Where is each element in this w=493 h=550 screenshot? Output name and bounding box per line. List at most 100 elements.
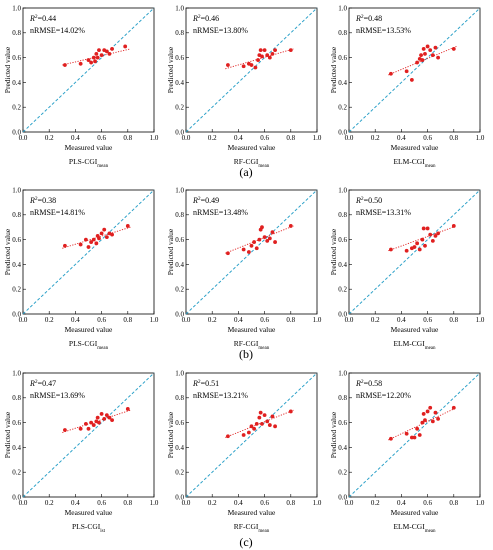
y-tick-label: 0.6 xyxy=(175,419,184,427)
data-point xyxy=(253,65,258,70)
panel-label-c: (c) xyxy=(239,535,252,549)
data-point xyxy=(404,431,409,436)
y-axis-label: Predicted value xyxy=(329,46,338,93)
x-tick-label: 0.4 xyxy=(397,499,406,507)
data-point xyxy=(258,48,263,53)
data-point xyxy=(425,44,430,49)
regression-line xyxy=(388,225,457,252)
data-point xyxy=(436,231,440,236)
data-point xyxy=(421,412,426,416)
y-tick-label: 0.2 xyxy=(12,104,21,112)
data-point xyxy=(249,243,254,248)
x-axis-label: Measured value xyxy=(391,143,439,152)
data-point xyxy=(404,248,409,253)
data-point xyxy=(417,433,422,437)
one-to-one-line xyxy=(22,372,155,498)
r2-annotation: R2=0.48 xyxy=(355,14,382,23)
x-tick-label: 0.2 xyxy=(371,316,380,324)
data-point xyxy=(288,224,293,228)
x-tick-label: 0.4 xyxy=(397,134,406,142)
x-tick-label: 0.8 xyxy=(123,499,132,507)
data-point xyxy=(288,409,293,414)
x-tick-label: 0.4 xyxy=(234,134,243,142)
x-tick-label: 1.0 xyxy=(476,499,485,507)
nrmse-annotation: nRMSE=13.69% xyxy=(30,391,85,400)
nrmse-annotation: nRMSE=13.48% xyxy=(193,208,248,217)
data-point xyxy=(226,63,230,67)
x-tick-label: 0.4 xyxy=(234,499,243,507)
y-tick-label: 0.8 xyxy=(338,29,347,37)
data-point xyxy=(102,416,107,421)
x-axis-label: Measured value xyxy=(228,325,276,334)
y-tick-label: 0.2 xyxy=(175,104,184,112)
data-point xyxy=(86,426,91,431)
y-tick-label: 1.0 xyxy=(338,186,347,194)
x-tick-label: 0.6 xyxy=(97,134,106,142)
y-axis-label: Predicted value xyxy=(3,46,12,93)
data-point xyxy=(257,237,262,242)
data-point xyxy=(95,55,100,60)
nrmse-annotation: nRMSE=13.53% xyxy=(356,26,411,35)
data-point xyxy=(125,224,130,228)
data-point xyxy=(99,53,104,58)
y-tick-label: 0.2 xyxy=(338,104,347,112)
x-tick-label: 0.2 xyxy=(45,499,54,507)
r2-annotation: R2=0.46 xyxy=(192,14,219,23)
x-axis-label: Measured value xyxy=(65,143,113,152)
data-point xyxy=(91,55,96,60)
data-point xyxy=(110,47,114,51)
panel-label-b: (b) xyxy=(239,347,253,361)
x-tick-label: 1.0 xyxy=(313,316,322,324)
x-axis-label: Measured value xyxy=(228,508,276,517)
y-tick-label: 0.0 xyxy=(12,493,21,501)
y-tick-label: 0.4 xyxy=(12,261,21,269)
x-tick-label: 0.8 xyxy=(449,499,458,507)
data-point xyxy=(83,237,88,242)
y-axis-label: Predicted value xyxy=(166,46,175,93)
one-to-one-line xyxy=(185,7,318,133)
y-tick-label: 0.4 xyxy=(12,79,21,87)
x-tick-label: 0.6 xyxy=(97,316,106,324)
y-tick-label: 0.0 xyxy=(12,310,21,318)
data-point xyxy=(97,420,101,425)
data-point xyxy=(436,55,440,60)
data-point xyxy=(107,51,112,56)
y-tick-label: 0.8 xyxy=(12,211,21,219)
data-point xyxy=(389,247,393,252)
regression-line xyxy=(62,48,131,66)
scatter-panel-6: 0.0 0.2 0.4 0.6 0.8 1.0 0.0 0.2 0.4 0.6 0.8 1.0 R2=0… xyxy=(329,186,485,350)
y-tick-label: 0.6 xyxy=(338,419,347,427)
data-point xyxy=(270,51,275,56)
data-point xyxy=(262,413,267,418)
y-axis-label: Predicted value xyxy=(329,228,338,275)
x-tick-label: 0.8 xyxy=(123,134,132,142)
x-tick-label: 0.4 xyxy=(71,134,80,142)
x-tick-label: 0.8 xyxy=(449,134,458,142)
plot-frame xyxy=(22,372,155,498)
data-point xyxy=(89,60,94,65)
model-caption: PLS-CGImean xyxy=(69,339,109,351)
data-point xyxy=(420,420,425,425)
nrmse-annotation: nRMSE=14.02% xyxy=(30,26,85,35)
data-point xyxy=(421,47,426,51)
x-tick-label: 0.0 xyxy=(19,134,28,142)
data-point xyxy=(267,236,272,241)
r2-annotation: R2=0.38 xyxy=(29,196,56,205)
data-point xyxy=(99,231,104,236)
one-to-one-line xyxy=(348,189,481,315)
y-tick-label: 0.4 xyxy=(175,79,184,87)
x-tick-label: 0.6 xyxy=(260,134,269,142)
y-tick-label: 0.2 xyxy=(338,286,347,294)
data-point xyxy=(451,405,456,410)
nrmse-annotation: nRMSE=13.80% xyxy=(193,26,248,35)
data-point xyxy=(412,435,417,440)
data-point xyxy=(104,413,109,418)
x-tick-label: 0.6 xyxy=(423,499,432,507)
x-tick-label: 0.4 xyxy=(234,316,243,324)
plot-frame xyxy=(22,7,155,133)
x-tick-label: 0.0 xyxy=(345,499,354,507)
data-point xyxy=(389,436,393,441)
data-point xyxy=(102,227,107,232)
plot-frame xyxy=(185,7,318,133)
model-caption: RF-CGImean xyxy=(234,339,270,351)
